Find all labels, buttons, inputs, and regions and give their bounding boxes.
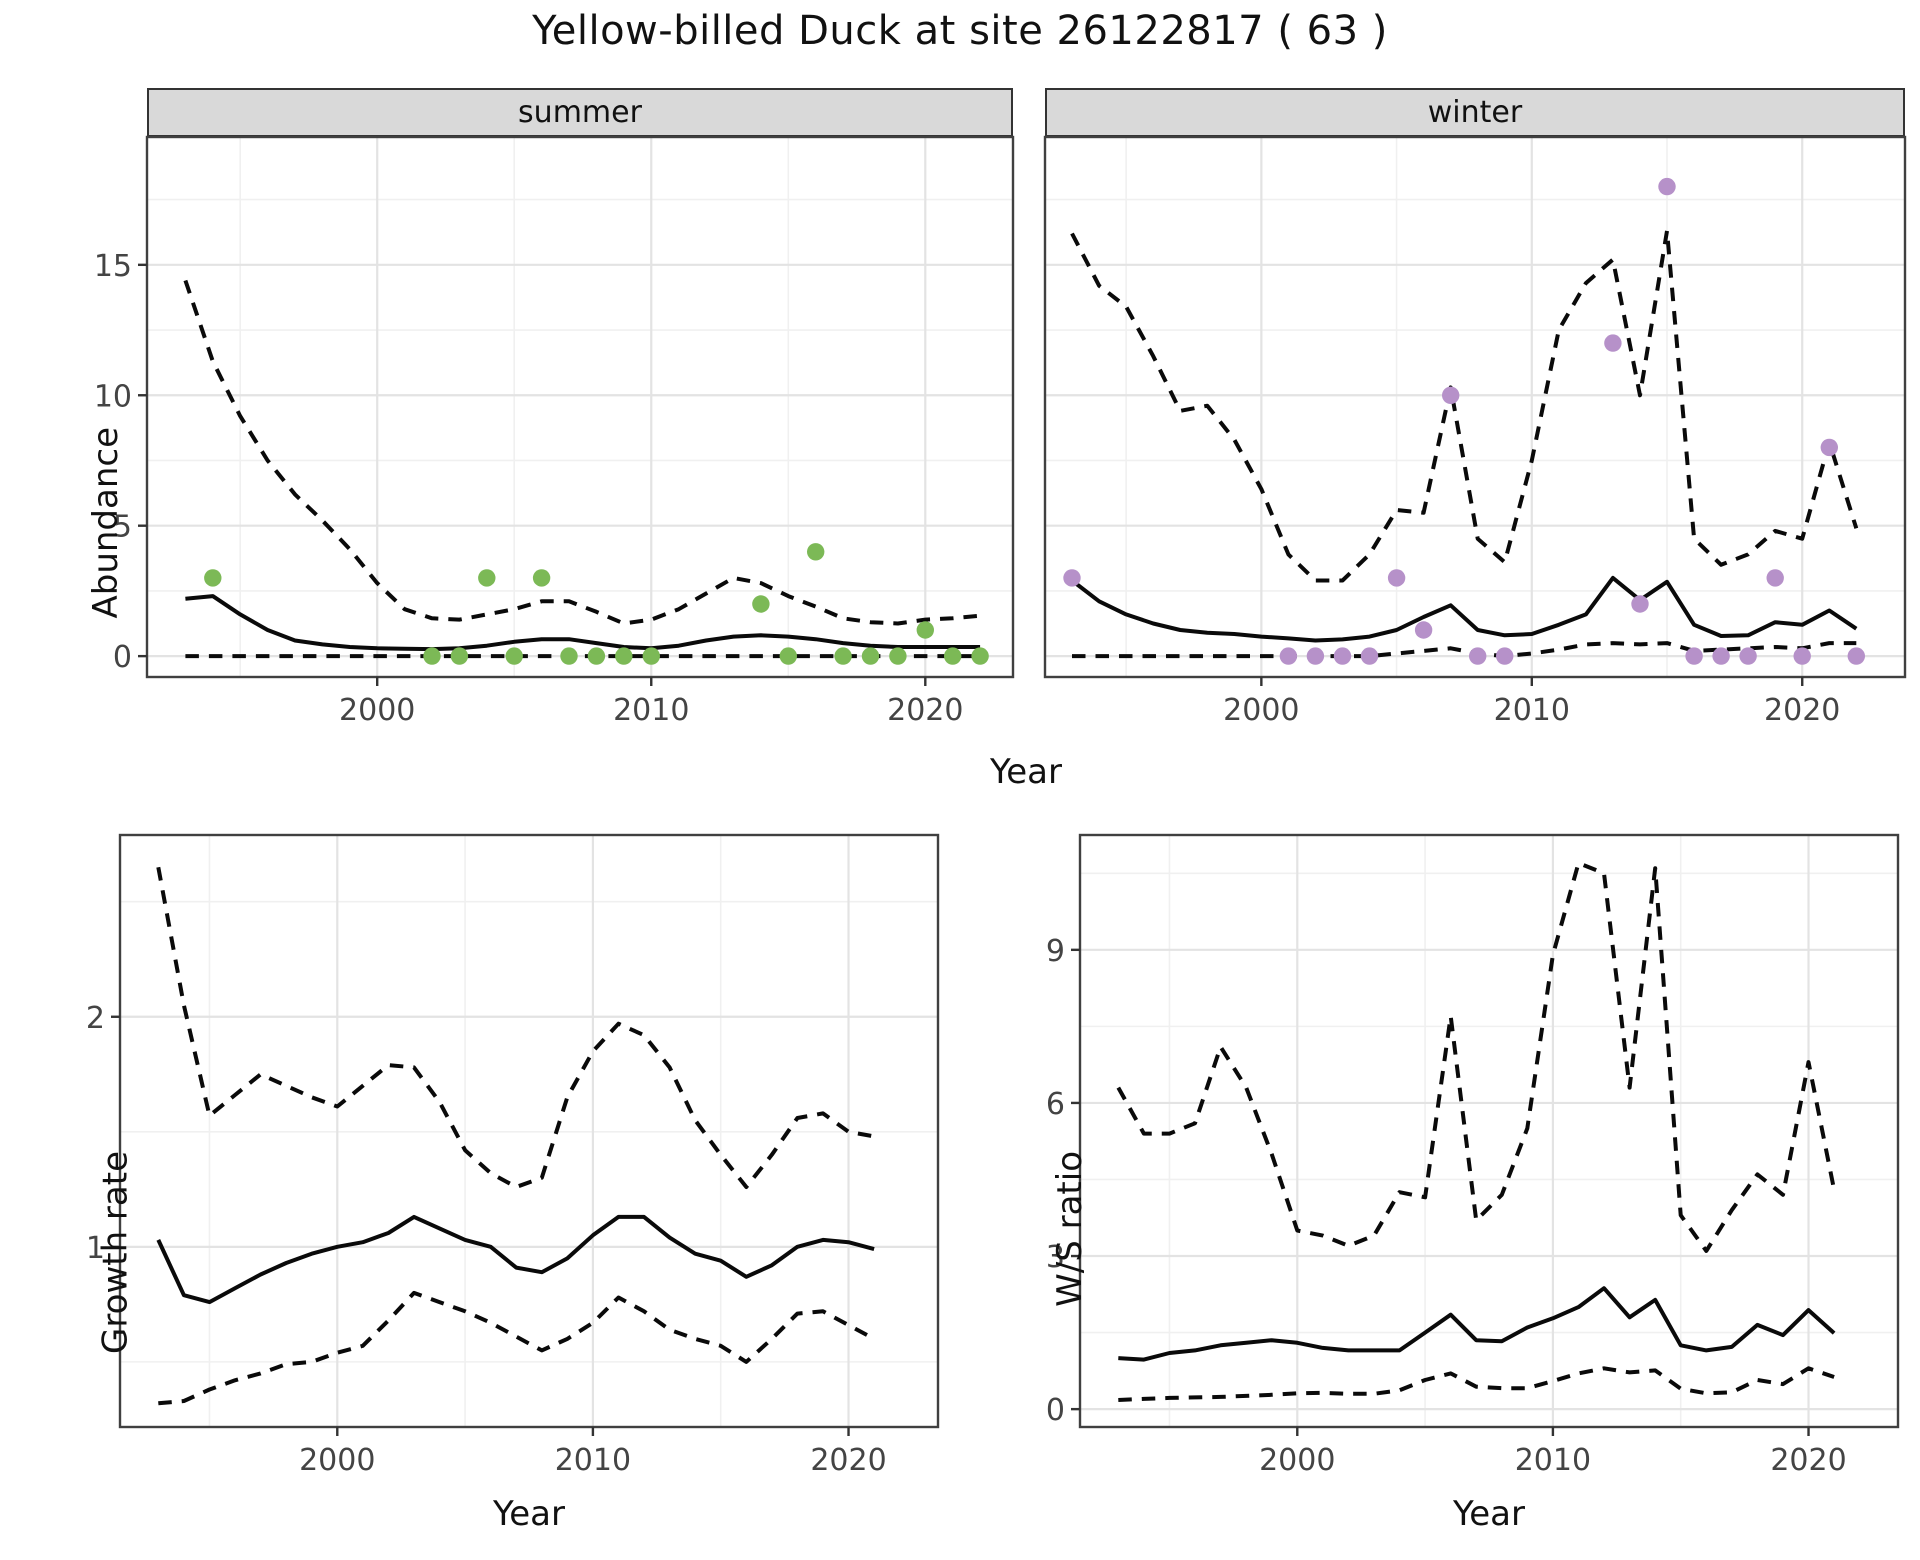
abundance-winter-observed-point [1306,647,1325,665]
abundance-winter-observed-point [1360,647,1379,665]
abundance-winter-lower_ci-line [1072,641,1857,659]
growth-rate-lower_ci-line [158,1290,876,1406]
y-axis-title-abundance: Abundance [85,427,126,619]
abundance-summer-observed-point [971,647,989,665]
growth-rate-estimate-line [156,1214,875,1305]
abundance-summer-observed-point [861,647,880,665]
abundance-winter-observed-point [1820,438,1839,457]
y-axis-title-ws-ratio: W/S ratio [1049,1151,1090,1307]
abundance-summer-observed-point [587,647,606,665]
abundance-summer-observed-point [752,595,770,613]
ws-ratio-upper_ci-line [1116,861,1837,1253]
abundance-summer-observed-point [423,647,441,665]
growth-rate-panel-border [118,833,940,1429]
abundance-summer-observed-point [779,647,797,665]
abundance-winter-panel-border [1043,135,1907,679]
abundance-winter-x-tick-label: 2010 [1494,693,1570,728]
abundance-winter-observed-point [1712,647,1730,665]
growth-rate-x-tick-label: 2020 [810,1443,886,1478]
abundance-summer-y-tick-label: 5 [113,510,132,545]
facet-strip-summer-label: summer [518,95,642,130]
ws-ratio-lower_ci-line [1118,1366,1835,1402]
abundance-winter-observed-point [1658,177,1676,196]
x-axis-title-year-top: Year [990,752,1062,792]
abundance-summer-y-tick-label: 10 [94,379,132,414]
facet-strip-winter-label: winter [1427,95,1523,130]
abundance-summer-observed-point [916,621,934,639]
abundance-summer-y-tick-label: 15 [94,249,132,284]
plot-title: Yellow-billed Duck at site 26122817 ( 63… [532,8,1388,54]
abundance-winter-observed-point [1469,647,1487,665]
abundance-summer-observed-point [834,647,852,665]
abundance-winter-observed-point [1414,621,1433,639]
abundance-summer-observed-point [450,647,469,665]
abundance-winter-observed-point [1739,647,1757,665]
abundance-summer-y-tick-label: 0 [113,640,132,675]
abundance-winter-observed-point [1766,569,1784,587]
abundance-summer-observed-point [204,569,222,587]
abundance-winter-observed-point [1496,647,1514,665]
abundance-summer-observed-point [807,543,825,561]
y-axis-title-growth-rate: Growth rate [95,1151,136,1354]
abundance-summer-observed-point [889,647,907,665]
ws-ratio-y-tick-label: 9 [1046,934,1065,969]
abundance-summer-observed-point [532,569,551,587]
ws-ratio-estimate-line [1118,1286,1836,1362]
ws-ratio-panel-border [1078,833,1900,1429]
abundance-summer-observed-point [615,647,633,665]
abundance-winter-observed-point [1847,647,1866,665]
abundance-summer-observed-point [944,647,962,665]
abundance-winter-x-tick-label: 2000 [1223,693,1299,728]
ws-ratio-y-tick-label: 3 [1046,1240,1065,1275]
abundance-summer-observed-point [642,647,660,665]
abundance-summer-estimate-line [185,594,981,652]
x-axis-title-year-growth: Year [493,1494,565,1534]
abundance-winter-observed-point [1279,647,1298,665]
abundance-winter-upper_ci-line [1070,228,1859,583]
abundance-winter-observed-point [1387,569,1406,587]
facet-strip-summer: summer [147,88,1013,137]
growth-rate-y-tick-label: 2 [86,1001,105,1036]
facet-strip-winter: winter [1045,88,1905,137]
ws-ratio-x-tick-label: 2020 [1770,1443,1846,1478]
abundance-winter-observed-point [1793,647,1811,665]
ws-ratio-x-tick-label: 2010 [1515,1443,1591,1478]
ws-ratio-y-tick-label: 0 [1046,1393,1065,1428]
x-axis-title-year-ws: Year [1453,1494,1525,1534]
growth-rate-y-tick-label: 1 [86,1231,105,1266]
abundance-summer-x-tick-label: 2020 [887,693,963,728]
abundance-winter-x-tick-label: 2020 [1764,693,1840,728]
abundance-summer-observed-point [560,647,578,665]
abundance-summer-observed-point [505,647,523,665]
abundance-winter-observed-point [1631,595,1649,613]
abundance-summer-x-tick-label: 2000 [339,693,415,728]
abundance-winter-observed-point [1604,334,1622,352]
abundance-summer-x-tick-label: 2010 [613,693,689,728]
abundance-winter-observed-point [1333,647,1352,665]
abundance-winter-estimate-line [1070,575,1858,643]
abundance-winter-observed-point [1063,569,1081,587]
abundance-summer-upper_ci-line [183,279,981,626]
growth-rate-x-tick-label: 2000 [299,1443,375,1478]
abundance-summer-panel-border [145,135,1015,679]
ws-ratio-y-tick-label: 6 [1046,1087,1065,1122]
growth-rate-upper_ci-line [156,866,875,1189]
ws-ratio-x-tick-label: 2000 [1259,1443,1335,1478]
abundance-winter-observed-point [1685,647,1703,665]
abundance-winter-observed-point [1442,386,1460,404]
growth-rate-x-tick-label: 2010 [555,1443,631,1478]
abundance-summer-observed-point [478,569,496,587]
